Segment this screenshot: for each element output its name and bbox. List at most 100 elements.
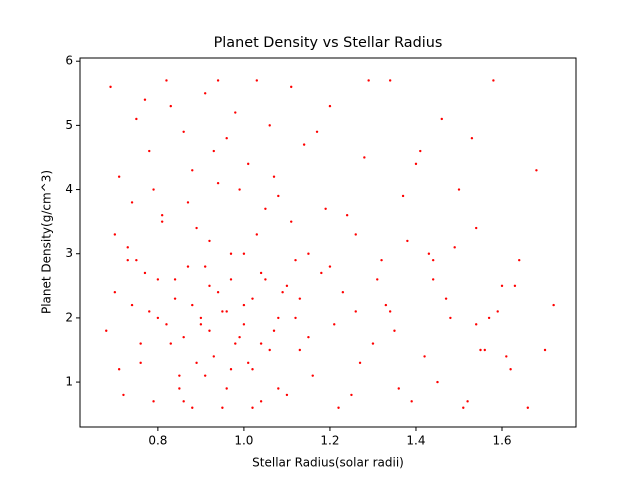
point [156,316,160,320]
point [234,342,237,345]
point [440,117,443,121]
point [221,310,224,313]
point [208,239,211,243]
point [117,175,121,178]
point [354,233,357,236]
point [388,79,392,82]
point [182,335,185,339]
point [203,92,207,95]
point [307,252,310,255]
point [509,368,512,371]
y-axis-label: Planet Density(g/cm^3) [40,170,54,314]
point [384,303,388,307]
point [139,361,142,365]
point [449,316,452,320]
point [264,278,267,281]
y-tick-label: 2 [65,310,73,324]
point [225,137,228,140]
point [216,181,220,185]
point [354,310,357,313]
point [285,284,289,288]
point [126,258,129,262]
point [505,355,508,358]
point [225,387,228,390]
point [470,137,474,140]
point [298,348,302,352]
point [290,85,293,89]
point [191,303,194,307]
point [259,342,263,345]
point [406,239,409,243]
point [462,406,465,409]
point [186,265,190,268]
plot-frame [79,57,577,428]
point [264,207,267,211]
point [431,258,435,262]
point [453,246,456,249]
point [160,220,164,223]
point [191,169,194,172]
point [371,342,375,345]
point [238,188,241,191]
point [229,252,233,255]
chart-title: Planet Density vs Stellar Radius [214,35,443,51]
point [298,297,302,300]
point [212,149,215,153]
point [229,368,233,371]
point [225,310,228,313]
point [199,323,203,326]
point [496,310,499,313]
point [234,111,237,114]
point [268,348,271,352]
point [195,226,198,230]
point [397,387,400,390]
point [272,175,276,178]
point [126,246,129,249]
x-tick-label: 1.0 [234,434,253,448]
point [320,271,323,275]
point [173,278,177,281]
point [259,400,263,403]
point [251,297,254,300]
point [285,393,289,397]
point [431,278,435,281]
point [483,348,487,352]
x-tick-label: 1.6 [492,434,511,448]
point [552,303,555,307]
point [307,335,310,339]
point [518,258,521,262]
y-tick-label: 5 [65,118,73,132]
point [191,406,194,409]
point [242,252,246,255]
point [543,348,547,352]
point [152,188,155,191]
y-tick-label: 3 [65,246,73,260]
point [247,361,250,365]
point [401,194,405,198]
point [345,214,349,217]
point [436,380,439,384]
point [152,400,155,403]
point [182,130,185,133]
point [165,323,168,326]
point [173,297,177,300]
point [165,79,168,82]
point [328,104,332,108]
point [466,400,469,403]
point [169,104,172,108]
point [337,406,340,409]
y-tick-label: 6 [65,54,73,68]
point [474,323,478,326]
point [444,297,448,300]
point [367,79,370,82]
point [130,201,134,204]
point [281,291,284,294]
point [315,130,319,133]
point [139,342,142,345]
point [178,387,181,390]
point [186,201,190,204]
x-axis-label: Stellar Radius(solar radii) [252,456,404,470]
point [419,149,422,153]
point [216,291,220,294]
